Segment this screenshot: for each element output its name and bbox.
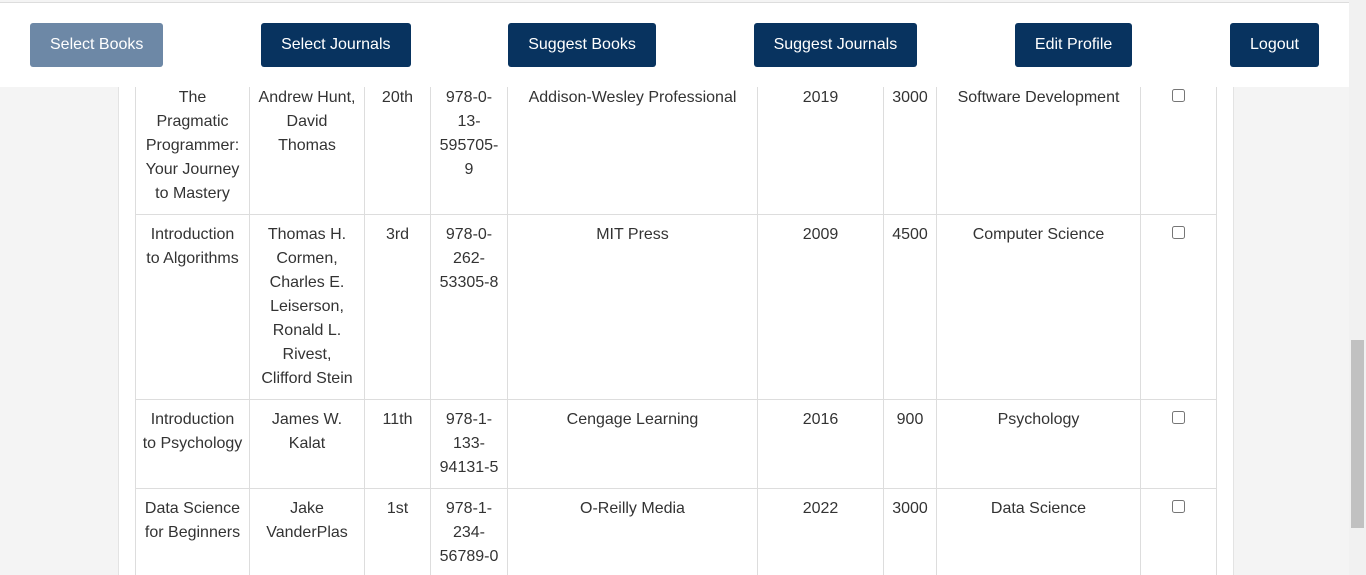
publisher-cell: Cengage Learning bbox=[507, 399, 758, 489]
edition-cell: 1st bbox=[364, 488, 431, 575]
count-cell: 4500 bbox=[883, 214, 937, 400]
isbn-cell: 978-0-13-595705-9 bbox=[430, 87, 508, 215]
publisher-cell: O-Reilly Media bbox=[507, 488, 758, 575]
select-checkbox[interactable] bbox=[1172, 411, 1185, 424]
count-cell: 900 bbox=[883, 399, 937, 489]
year-cell: 2009 bbox=[757, 214, 884, 400]
edition-cell: 3rd bbox=[364, 214, 431, 400]
authors-cell: Andrew Hunt, David Thomas bbox=[249, 87, 365, 215]
year-cell: 2022 bbox=[757, 488, 884, 575]
category-cell: Software Development bbox=[936, 87, 1141, 215]
nav-bar: Select Books Select Journals Suggest Books… bbox=[0, 2, 1349, 87]
table-row: Data Science for Beginners Jake VanderPla… bbox=[135, 488, 1217, 575]
books-table: The Pragmatic Programmer: Your Journey t… bbox=[135, 87, 1217, 575]
authors-cell: James W. Kalat bbox=[249, 399, 365, 489]
table-row: The Pragmatic Programmer: Your Journey t… bbox=[135, 87, 1217, 215]
isbn-cell: 978-1-234-56789-0 bbox=[430, 488, 508, 575]
nav-button[interactable]: Select Journals bbox=[261, 23, 411, 67]
nav-button[interactable]: Select Books bbox=[30, 23, 164, 67]
year-cell: 2016 bbox=[757, 399, 884, 489]
isbn-cell: 978-0-262-53305-8 bbox=[430, 214, 508, 400]
title-cell: Introduction to Algorithms bbox=[135, 214, 250, 400]
select-cell bbox=[1140, 214, 1217, 400]
category-cell: Data Science bbox=[936, 488, 1141, 575]
content-panel: The Pragmatic Programmer: Your Journey t… bbox=[118, 87, 1234, 575]
select-cell bbox=[1140, 488, 1217, 575]
edition-cell: 11th bbox=[364, 399, 431, 489]
table-row: Introduction to Algorithms Thomas H. Corm… bbox=[135, 214, 1217, 400]
publisher-cell: MIT Press bbox=[507, 214, 758, 400]
nav-button[interactable]: Edit Profile bbox=[1014, 23, 1133, 67]
select-checkbox[interactable] bbox=[1172, 89, 1185, 102]
authors-cell: Jake VanderPlas bbox=[249, 488, 365, 575]
year-cell: 2019 bbox=[757, 87, 884, 215]
category-cell: Computer Science bbox=[936, 214, 1141, 400]
nav-button[interactable]: Logout bbox=[1230, 23, 1319, 67]
category-cell: Psychology bbox=[936, 399, 1141, 489]
select-cell bbox=[1140, 399, 1217, 489]
select-checkbox[interactable] bbox=[1172, 500, 1185, 513]
nav-button[interactable]: Suggest Journals bbox=[753, 23, 918, 67]
table-row: Introduction to Psychology James W. Kalat… bbox=[135, 399, 1217, 489]
publisher-cell: Addison-Wesley Professional bbox=[507, 87, 758, 215]
count-cell: 3000 bbox=[883, 87, 937, 215]
title-cell: Introduction to Psychology bbox=[135, 399, 250, 489]
select-cell bbox=[1140, 87, 1217, 215]
isbn-cell: 978-1-133-94131-5 bbox=[430, 399, 508, 489]
nav-button[interactable]: Suggest Books bbox=[508, 23, 656, 67]
scrollbar-thumb[interactable] bbox=[1351, 340, 1364, 528]
edition-cell: 20th bbox=[364, 87, 431, 215]
title-cell: Data Science for Beginners bbox=[135, 488, 250, 575]
authors-cell: Thomas H. Cormen, Charles E. Leiserson, … bbox=[249, 214, 365, 400]
title-cell: The Pragmatic Programmer: Your Journey t… bbox=[135, 87, 250, 215]
count-cell: 3000 bbox=[883, 488, 937, 575]
select-checkbox[interactable] bbox=[1172, 226, 1185, 239]
scrollbar[interactable] bbox=[1349, 0, 1366, 575]
